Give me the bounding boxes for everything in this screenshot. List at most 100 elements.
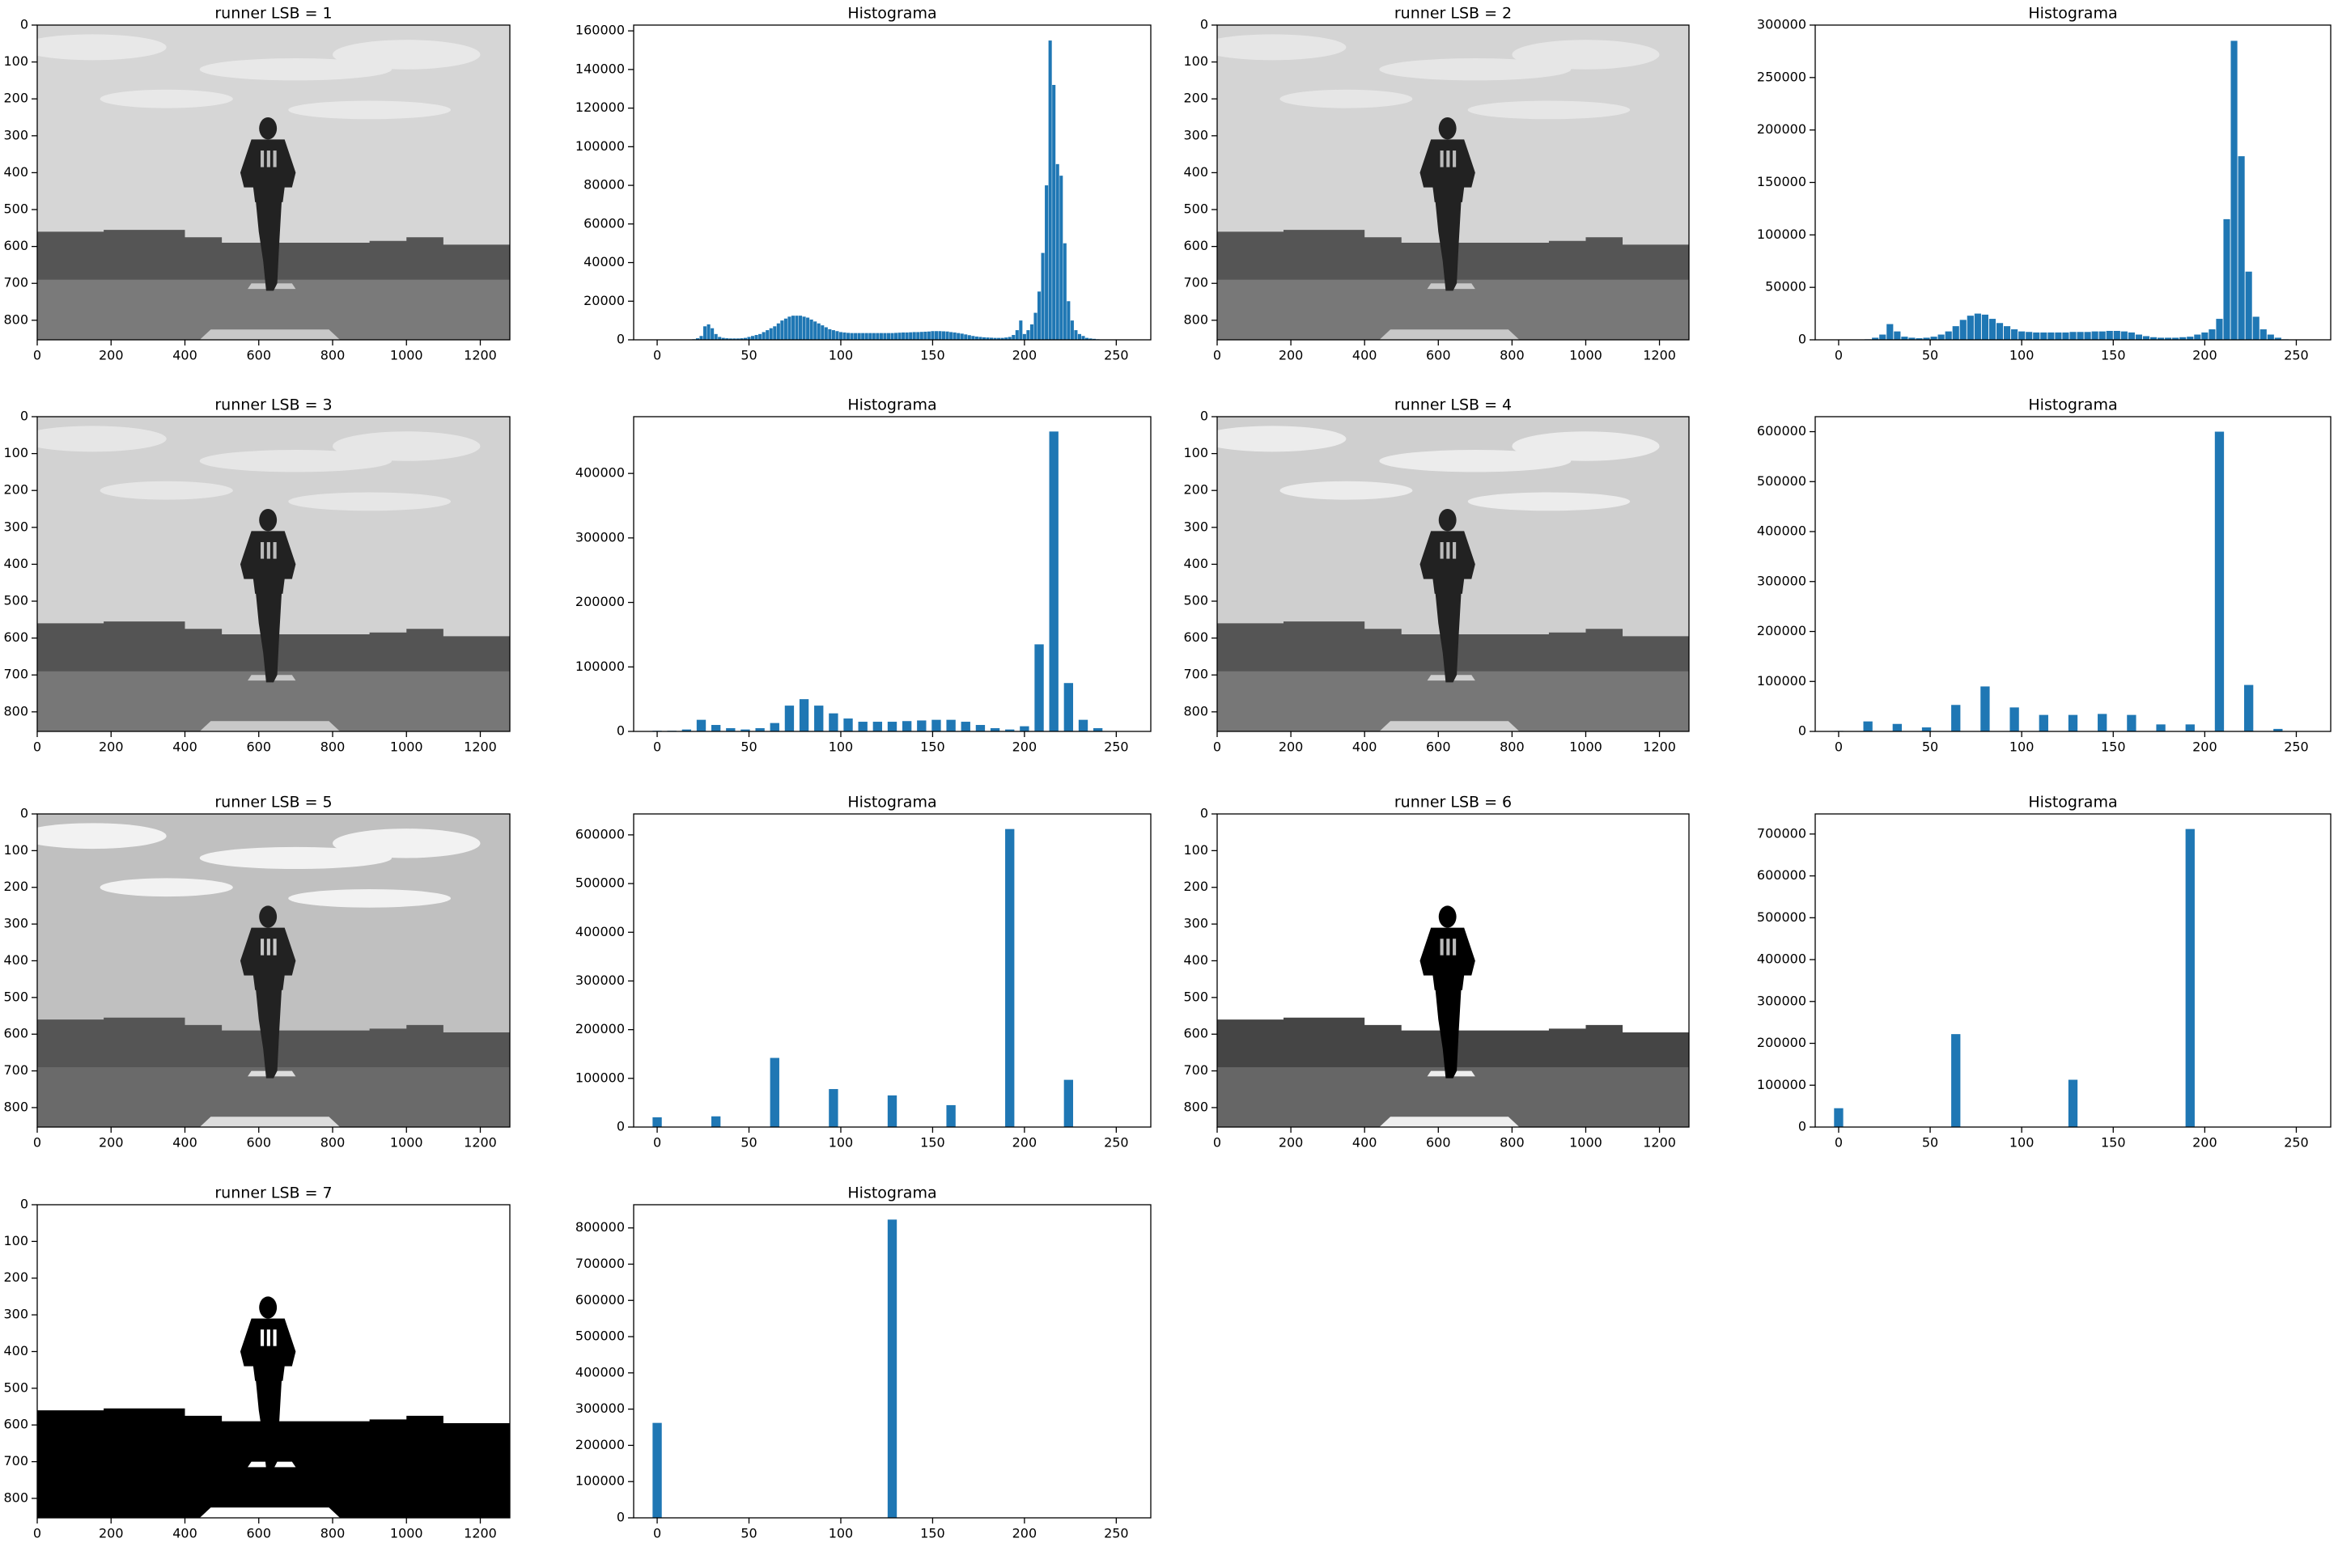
histogram-bar	[838, 332, 843, 340]
histogram-bar	[814, 706, 824, 731]
axes-frame	[633, 24, 1152, 341]
histogram-bar	[1981, 314, 1988, 340]
histogram-bar	[726, 728, 736, 731]
subplot: runner LSB = 2 0 200 400 600 800 1000 1200 0 100 2…	[1183, 5, 1690, 363]
histogram-bar	[1004, 337, 1008, 340]
histogram-bar	[791, 316, 796, 340]
histogram-bar	[2077, 332, 2084, 340]
y-tick-label: 500000	[575, 1329, 625, 1344]
y-tick-label: 700	[3, 1062, 28, 1078]
histogram-bar	[872, 722, 883, 731]
cloud	[1512, 431, 1660, 461]
subplot: runner LSB = 5 0 200 400 600 800 1000 1200 0 100 2…	[3, 794, 511, 1151]
axes-frame	[633, 813, 1152, 1128]
histogram-bar	[829, 713, 838, 731]
subplot-title: Histograma	[847, 1184, 936, 1202]
x-tick-label: 0	[653, 348, 661, 363]
x-tick-label: 150	[920, 348, 945, 363]
y-tick-label: 800	[1183, 1099, 1208, 1114]
y-tick-label: 300	[3, 519, 28, 534]
y-tick-label: 600	[1183, 1026, 1208, 1041]
histogram-bar	[927, 331, 931, 340]
y-tick-label: 800	[3, 311, 28, 327]
runway	[1379, 329, 1520, 340]
y-tick-label: 200000	[575, 1021, 625, 1036]
subplot-title: runner LSB = 6	[1394, 794, 1512, 812]
y-tick-label: 300	[3, 127, 28, 142]
jacket-stripe	[1440, 150, 1444, 167]
histogram-bar	[941, 331, 946, 340]
y-tick-label: 200000	[575, 1437, 625, 1452]
x-tick-label: 250	[1104, 1526, 1129, 1541]
x-tick-label: 1200	[1643, 348, 1676, 363]
x-tick-label: 50	[740, 348, 757, 363]
axes-frame	[1216, 416, 1690, 732]
subplot: Histograma 0 50 100 150 200 250 0 50000 100000 150…	[1757, 5, 2332, 363]
histogram-bar	[923, 331, 927, 340]
x-tick-label: 0	[653, 740, 661, 755]
histogram-bar	[2128, 332, 2135, 340]
histogram-bar	[2185, 724, 2195, 731]
y-tick-label: 400	[3, 556, 28, 571]
histogram-bar	[886, 333, 891, 340]
histogram-bar	[1980, 686, 1990, 731]
cloud	[333, 431, 481, 461]
histogram-bar	[751, 336, 755, 340]
y-tick-label: 0	[20, 17, 28, 32]
histogram-bar	[773, 326, 777, 340]
y-tick-label: 500000	[1757, 909, 1806, 925]
cloud	[288, 1280, 451, 1299]
histogram-bar	[934, 331, 939, 340]
x-tick-label: 50	[740, 1135, 757, 1151]
histogram-bar	[1996, 323, 2004, 340]
x-tick-label: 0	[1213, 1135, 1221, 1151]
histogram-bar	[829, 1089, 838, 1127]
histogram-bar	[890, 333, 894, 340]
x-tick-label: 200	[1012, 1135, 1037, 1151]
histogram-bar	[876, 333, 880, 340]
histogram-bar	[1077, 333, 1081, 340]
y-tick-label: 500000	[1757, 473, 1806, 489]
x-tick-label: 800	[1500, 348, 1525, 363]
runner-legs	[1435, 989, 1462, 1079]
y-tick-label: 800000	[575, 1219, 625, 1235]
histogram-bar	[893, 333, 898, 340]
y-tick-label: 700	[3, 275, 28, 290]
histogram-bar	[817, 323, 821, 340]
runway	[199, 721, 341, 731]
x-tick-label: 1000	[390, 348, 423, 363]
x-tick-label: 200	[99, 1135, 124, 1151]
histogram-bar	[1093, 728, 1103, 731]
image	[37, 417, 510, 731]
axes-frame	[36, 416, 511, 732]
histogram-bar	[1078, 719, 1088, 731]
histogram-bar	[1029, 324, 1033, 340]
y-tick-label: 50000	[1765, 279, 1806, 295]
histogram-bar	[1063, 243, 1067, 340]
x-tick-label: 0	[653, 1135, 661, 1151]
histogram-bar	[740, 338, 744, 340]
histogram-bar	[2135, 334, 2143, 340]
histogram-bar	[990, 728, 1000, 731]
histogram-bar	[1045, 185, 1049, 340]
histogram-bar	[1052, 84, 1056, 340]
x-tick-label: 0	[653, 1526, 661, 1541]
axes-frame	[1216, 24, 1690, 341]
y-tick-label: 0	[1798, 1119, 1806, 1134]
histogram-bar	[1063, 683, 1074, 731]
histogram-bar	[2084, 332, 2091, 340]
x-tick-label: 600	[246, 1526, 271, 1541]
x-tick-label: 200	[1279, 348, 1304, 363]
histogram-bar	[1974, 313, 1981, 340]
histogram-bar	[905, 332, 909, 340]
subplot: runner LSB = 1 0 200 400 600 800 1000 1200 0 100 2…	[3, 5, 511, 363]
y-tick-label: 0	[617, 1510, 625, 1525]
histogram-bar	[835, 331, 839, 340]
y-tick-label: 800	[1183, 311, 1208, 327]
histogram-bar	[2214, 431, 2225, 731]
y-tick-label: 400	[3, 952, 28, 968]
histogram-bar	[1037, 291, 1042, 340]
runner-body	[1419, 531, 1475, 594]
histogram-bar	[1084, 337, 1089, 340]
y-tick-label: 700000	[575, 1256, 625, 1271]
